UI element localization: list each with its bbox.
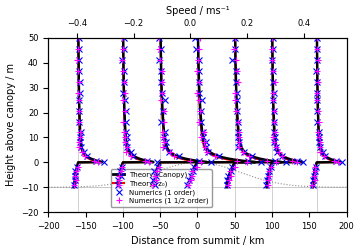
Y-axis label: Height above canopy / m: Height above canopy / m xyxy=(5,64,15,186)
X-axis label: Distance from summit / km: Distance from summit / km xyxy=(131,236,264,246)
Legend: Theory (Canopy), Theory (z₀), Numerics (1 order), Numerics (1 1/2 order): Theory (Canopy), Theory (z₀), Numerics (… xyxy=(111,169,212,207)
X-axis label: Speed / ms⁻¹: Speed / ms⁻¹ xyxy=(166,6,229,16)
